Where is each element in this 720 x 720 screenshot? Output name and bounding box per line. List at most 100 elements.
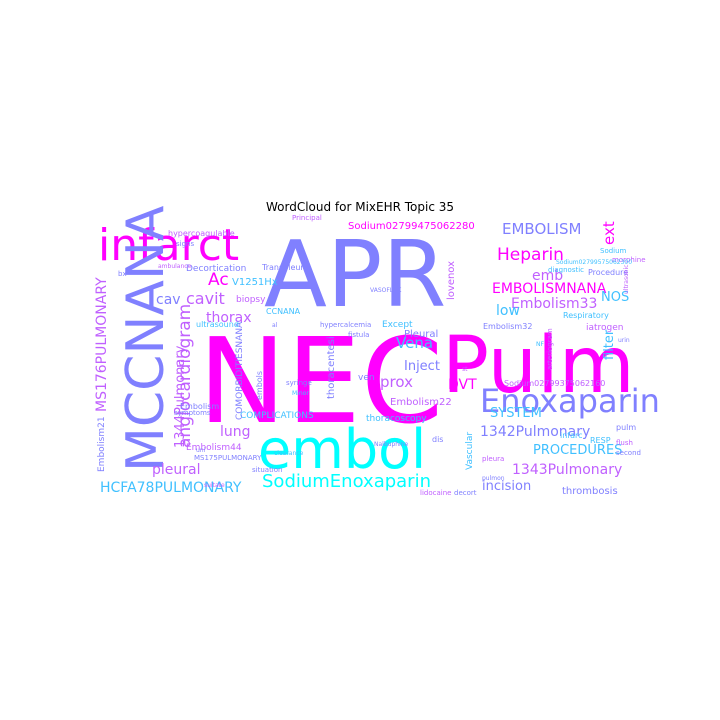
word-vascular: Vascular: [465, 432, 475, 470]
word-thorax: thorax: [206, 310, 252, 326]
word-transpleura: Transpleura: [261, 263, 309, 272]
word-comorbiditiesnana: COMORBIDITIESNANA: [235, 321, 245, 420]
word-lung: lung: [220, 424, 251, 440]
word-situation: situation: [252, 466, 282, 474]
word-apr: APR: [264, 221, 446, 328]
word-thoracentesi: thoracentesi: [326, 336, 337, 399]
word-dvt: DVT: [448, 377, 477, 393]
word-procedure: Procedure: [588, 268, 628, 277]
word-pulm: Pulm: [442, 321, 635, 411]
word-second: second: [616, 449, 641, 457]
word-nf: NF: [536, 341, 544, 348]
word-thrombosis: thrombosis: [562, 486, 618, 497]
word-pleura: pleura: [482, 455, 504, 463]
word-iatrogen: iatrogen: [586, 323, 624, 333]
word-ccnana: CCNANA: [266, 307, 301, 316]
word-signs: signs: [176, 240, 194, 248]
word-fistula: fistula: [348, 331, 369, 339]
word-ms175pulmonary: MS175PULMONARY: [194, 454, 262, 462]
word-diagnostic: diagnostic: [548, 266, 584, 274]
word-sodiumenoxaparin: SodiumEnoxaparin: [262, 471, 431, 492]
word-lidocaine: lidocaine: [420, 489, 451, 497]
word-embolism21: Embolism21: [97, 416, 107, 472]
word-1343pulmonary: 1343Pulmonary: [512, 462, 622, 478]
word-pulmon: pulmon: [482, 475, 505, 482]
word-flush: flush: [616, 439, 633, 447]
word-sodium02799475062280: Sodium02799475062280: [348, 221, 475, 232]
word-syringe: syringe: [286, 379, 312, 387]
word-embolism: Embolism: [180, 402, 219, 411]
word-except: Except: [382, 320, 413, 330]
word-thoracoscopy: thoracoscopy: [366, 414, 427, 424]
word-angiocardiogram: angiocardiogram: [175, 304, 195, 448]
word-prox: prox: [380, 373, 413, 391]
word-emb: emb: [532, 268, 563, 284]
word-procedures: PROCEDURES: [533, 443, 622, 458]
word-pleural: Pleural: [404, 329, 438, 340]
word-ac: Ac: [208, 270, 229, 290]
word-ultrasound: ultrasound: [196, 320, 239, 329]
word-suitate: suitate: [204, 482, 225, 489]
word-embolism32: Embolism32: [483, 322, 532, 331]
word-vasoflak: VASOFLAK: [370, 287, 402, 294]
word-inject: Inject: [404, 359, 440, 374]
word-urin: urin: [618, 337, 630, 344]
word-respiratory: Respiratory: [563, 311, 609, 320]
word-symptoms: symptoms: [174, 409, 211, 417]
word-bx: bx: [118, 270, 127, 278]
word-complications: COMPLICATIONS: [240, 411, 314, 421]
word-embolism22: Embolism22: [390, 397, 452, 408]
word-heparin: Heparin: [497, 245, 564, 265]
word-sodium02799575062300: Sodium02799575062300: [556, 259, 632, 266]
word-mccnana: MCCNANA: [116, 205, 176, 472]
word-ms176pulmonary: MS176PULMONARY: [94, 277, 110, 412]
chart-title: WordCloud for MixEHR Topic 35: [265, 200, 455, 214]
word-hypercoagulable: hypercoagulable: [168, 229, 235, 238]
word-resp: RESP: [590, 436, 611, 445]
word-nec: NEC: [198, 312, 443, 450]
word-ambulance: ambulance: [158, 263, 192, 270]
word-enoxaparin: Enoxaparin: [480, 382, 660, 420]
word-biopsy: biopsy: [236, 295, 266, 305]
word-morphine: morphine: [612, 256, 646, 264]
word-embolismnana: EMBOLISMNANA: [492, 281, 607, 297]
word-lovenox: lovenox: [446, 261, 457, 300]
word-ext: ext: [600, 221, 618, 245]
word-embol: embol: [258, 418, 426, 481]
word-hcfa78pulmonary: HCFA78PULMONARY: [100, 480, 242, 496]
word-cavit: cavit: [186, 289, 225, 308]
word-sodium02799375062160: Sodium02799375062160: [504, 379, 605, 388]
word-dis: dis: [432, 435, 443, 444]
word-arteriogram: arteriogram: [546, 328, 554, 370]
word-sodium: Sodium: [600, 247, 627, 255]
word-infarct: infarct: [98, 220, 239, 271]
word-1342pulmonary: 1342Pulmonary: [480, 424, 590, 440]
word-pulm: pulm: [616, 423, 636, 432]
word-vena: Vena: [396, 334, 433, 352]
word-embolism33: Embolism33: [511, 296, 597, 312]
word-nalbuphine: Nalbuphine: [374, 441, 409, 448]
word-system: SYSTEM: [490, 406, 542, 421]
word-embolism: EMBOLISM: [502, 220, 582, 238]
word-decortication: Decortication: [186, 264, 246, 274]
word-1344pulmonary: 1344Pulmonary: [173, 345, 188, 448]
word-uni: uni: [196, 447, 206, 454]
word-pleural: pleural: [152, 462, 201, 478]
word-nos: NOS: [601, 290, 629, 305]
word-ven: ven: [358, 373, 375, 383]
word-ultrasonic: ultrasonic: [623, 264, 630, 294]
word-hypercalcemia: hypercalcemia: [320, 321, 371, 329]
word-decort: decort: [454, 489, 477, 497]
word-low: low: [496, 303, 520, 319]
word-infarc: infarc: [560, 431, 583, 440]
word-filter: filter: [602, 329, 617, 360]
word-embols: embols: [255, 371, 264, 400]
word-principal: Principal: [292, 214, 322, 222]
word-incision: incision: [482, 479, 531, 494]
word-st: st: [462, 366, 468, 373]
word-cav: cav: [156, 292, 181, 308]
word-al: al: [272, 322, 278, 329]
word-clearance: clearance: [274, 450, 304, 457]
word-v1251hx: V1251Hx: [232, 277, 278, 288]
